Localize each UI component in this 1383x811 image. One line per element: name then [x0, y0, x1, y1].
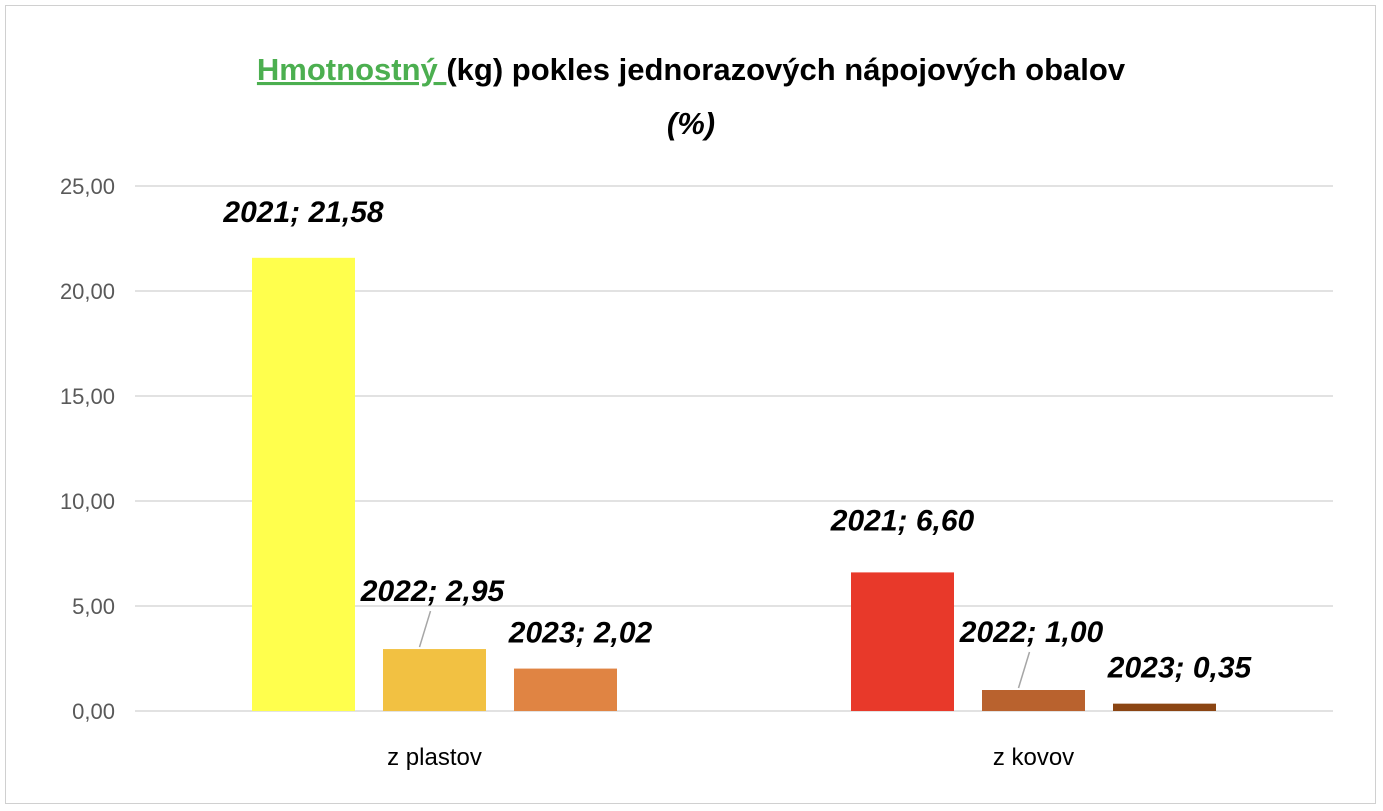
data-label: 2021; 6,60 — [830, 504, 975, 537]
chart-title-rest: (kg) pokles jednorazových nápojových oba… — [446, 52, 1125, 87]
label-leader-line — [418, 610, 432, 648]
chart-frame — [5, 5, 1376, 804]
y-tick-label: 0,00 — [72, 699, 115, 724]
axes: 0,00 5,00 10,00 15,00 20,00 25,00 z plastov z k… — [60, 174, 1074, 771]
bar-2023-plastov — [514, 668, 617, 711]
data-label: 2023; 2,02 — [508, 617, 653, 650]
y-tick-label: 20,00 — [60, 279, 115, 304]
bar-2021-plastov — [252, 257, 355, 711]
y-tick-label: 25,00 — [60, 174, 115, 199]
data-label: 2023; 0,35 — [1107, 652, 1253, 685]
bar-2021-kovov — [851, 572, 954, 711]
bar-2022-kovov — [982, 690, 1085, 711]
y-tick-label: 10,00 — [60, 489, 115, 514]
data-label: 2022; 1,00 — [959, 616, 1104, 649]
y-tick-label: 15,00 — [60, 384, 115, 409]
bars — [252, 257, 1216, 711]
data-label: 2022; 2,95 — [360, 575, 506, 608]
label-leader-line — [1017, 651, 1031, 689]
bar-2022-plastov — [383, 649, 486, 711]
category-label: z kovov — [993, 744, 1074, 771]
data-label: 2021; 21,58 — [222, 196, 383, 229]
bar-2023-kovov — [1113, 703, 1216, 711]
y-tick-label: 5,00 — [72, 594, 115, 619]
chart-title: Hmotnostný (kg) pokles jednorazových náp… — [257, 52, 1126, 87]
category-label: z plastov — [387, 744, 482, 771]
chart-subtitle: (%) — [667, 106, 715, 141]
chart-title-accent: Hmotnostný — [257, 52, 446, 87]
